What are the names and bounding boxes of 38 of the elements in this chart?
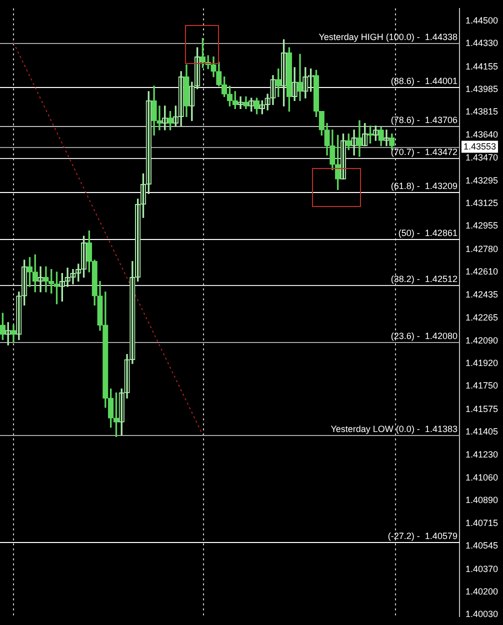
- y-tick-label: 1.42265: [465, 312, 498, 322]
- y-tick-label: 1.41920: [465, 358, 498, 368]
- y-tick-label: 1.43815: [465, 106, 498, 116]
- y-tick-label: 1.41405: [465, 426, 498, 436]
- y-tick-label: 1.41575: [465, 404, 498, 414]
- y-tick-label: 1.40715: [465, 518, 498, 528]
- y-tick-label: 1.40545: [465, 540, 498, 551]
- y-tick-label: 1.42780: [465, 244, 498, 254]
- y-tick-label: 1.44330: [465, 38, 498, 48]
- annotation: (-27.2) - 1.40579: [388, 530, 458, 541]
- annotation: (50) - 1.42861: [398, 228, 458, 238]
- y-tick-label: 1.42090: [465, 336, 498, 346]
- y-tick-label: 1.40890: [465, 494, 498, 505]
- y-tick-label: 1.42610: [465, 266, 498, 276]
- y-tick-label: 1.43295: [465, 176, 498, 186]
- y-tick-label: 1.40200: [465, 586, 498, 597]
- y-tick-label: 1.44500: [465, 16, 498, 26]
- ref-line-label: 1.43553: [463, 141, 496, 152]
- y-tick-label: 1.43125: [465, 198, 498, 208]
- annotation: (78.6) - 1.43706: [390, 114, 458, 125]
- y-tick-label: 1.40030: [465, 609, 498, 620]
- y-tick-label: 1.41060: [465, 472, 498, 482]
- annotation: (88.6) - 1.44001: [390, 76, 458, 86]
- annotation: (70.7) - 1.43472: [390, 146, 458, 157]
- y-tick-label: 1.40370: [465, 564, 498, 574]
- y-tick-label: 1.41750: [465, 380, 498, 391]
- y-tick-label: 1.43640: [465, 130, 498, 140]
- annotation: (38.2) - 1.42512: [390, 274, 458, 284]
- y-tick-label: 1.44155: [465, 61, 498, 72]
- annotation: Yesterday LOW (0.0) - 1.41383: [330, 424, 458, 434]
- y-tick-label: 1.42955: [465, 220, 498, 231]
- annotation: (61.8) - 1.43209: [390, 180, 458, 191]
- annotation: Yesterday HIGH (100.0) - 1.44338: [318, 32, 458, 42]
- y-tick-label: 1.42435: [465, 290, 498, 300]
- y-tick-label: 1.41230: [465, 450, 498, 460]
- annotation: (23.6) - 1.42080: [390, 330, 458, 341]
- y-tick-label: 1.43985: [465, 84, 498, 94]
- y-tick-label: 1.43470: [465, 152, 498, 162]
